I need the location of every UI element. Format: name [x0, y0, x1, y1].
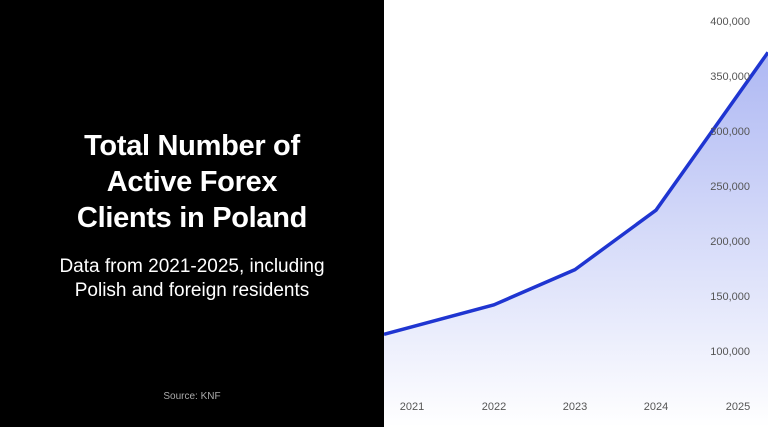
source-note: Source: KNF — [163, 391, 221, 402]
y-tick-label: 300,000 — [710, 126, 750, 138]
y-tick-label: 200,000 — [710, 236, 750, 248]
x-tick-label: 2023 — [563, 401, 587, 413]
x-tick-label: 2025 — [726, 401, 750, 413]
chart-title: Total Number of Active Forex Clients in … — [76, 130, 308, 234]
y-tick-label: 250,000 — [710, 181, 750, 193]
x-tick-label: 2022 — [482, 401, 506, 413]
line-chart: 100,000 150,000 200,000 250,000 300,000 350,0… — [384, 16, 768, 427]
title-panel: Total Number of Active Forex Clients in … — [0, 0, 384, 427]
y-tick-label: 100,000 — [710, 346, 750, 358]
x-tick-label: 2021 — [400, 401, 424, 413]
y-tick-label: 150,000 — [710, 291, 750, 303]
series-line — [384, 51, 768, 336]
chart-subtitle: Data from 2021-2025, including Polish an… — [59, 256, 325, 301]
area-fill — [384, 52, 768, 427]
y-tick-label: 350,000 — [710, 71, 750, 83]
y-tick-label: 400,000 — [710, 16, 750, 28]
x-tick-label: 2024 — [644, 401, 668, 413]
